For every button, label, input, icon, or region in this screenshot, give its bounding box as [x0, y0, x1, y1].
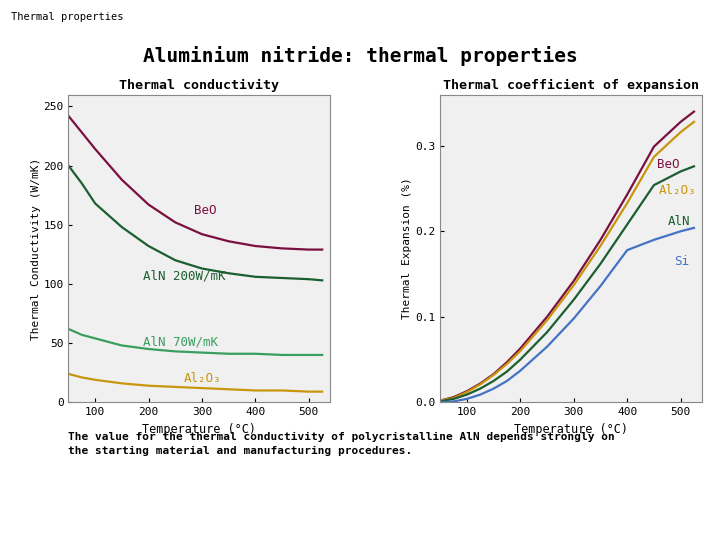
X-axis label: Temperature (°C): Temperature (°C) [514, 423, 628, 436]
Text: AlN: AlN [667, 214, 690, 227]
Text: The value for the thermal conductivity of polycristalline AlN depends strongly o: The value for the thermal conductivity o… [68, 432, 615, 456]
X-axis label: Temperature (°C): Temperature (°C) [143, 423, 256, 436]
Text: Aluminium nitride: thermal properties: Aluminium nitride: thermal properties [143, 46, 577, 66]
Y-axis label: Thermal Expansion (%): Thermal Expansion (%) [402, 178, 413, 319]
Title: Thermal conductivity: Thermal conductivity [120, 79, 279, 92]
Y-axis label: Thermal Conductivity (W/mK): Thermal Conductivity (W/mK) [30, 157, 40, 340]
Text: Si: Si [674, 255, 689, 268]
Text: AlN 70W/mK: AlN 70W/mK [143, 335, 218, 348]
Text: Thermal properties: Thermal properties [11, 12, 123, 22]
Text: Al₂O₃: Al₂O₃ [184, 372, 221, 385]
Title: Thermal coefficient of expansion: Thermal coefficient of expansion [443, 79, 699, 92]
Text: AlN 200W/mK: AlN 200W/mK [143, 269, 225, 282]
Text: BeO: BeO [194, 204, 217, 217]
Text: Al₂O₃: Al₂O₃ [660, 184, 697, 197]
Text: BeO: BeO [657, 158, 679, 171]
